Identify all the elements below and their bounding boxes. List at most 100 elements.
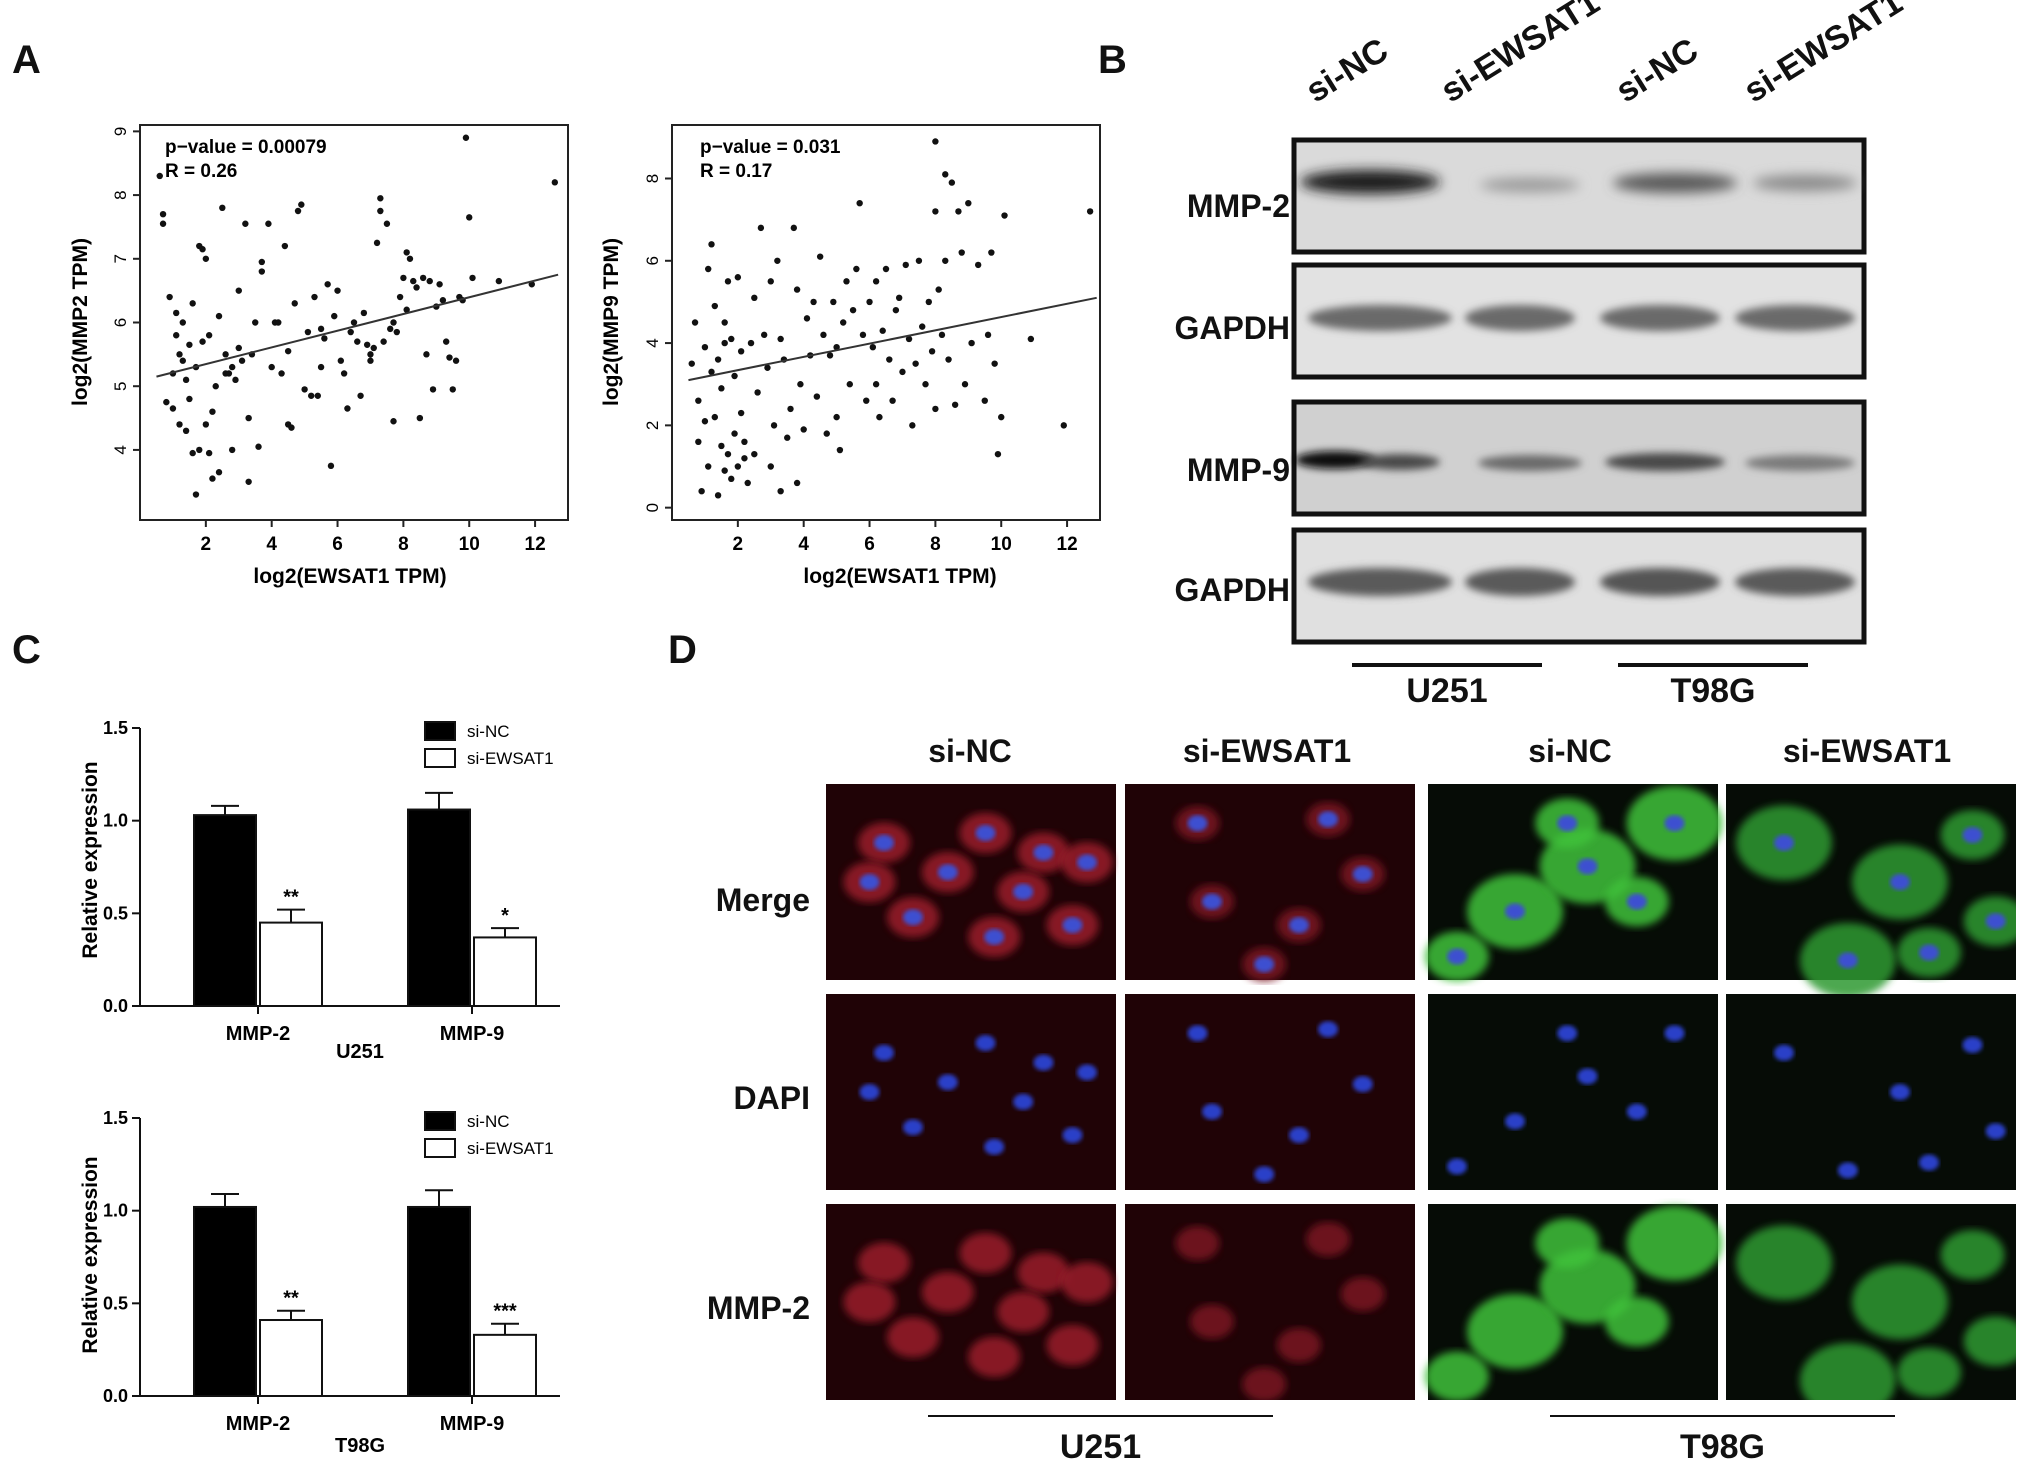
scatter-point — [370, 344, 377, 352]
blot-row-label-gapdh-2: GAPDH — [1174, 572, 1290, 608]
nucleus — [1664, 815, 1685, 832]
scatter-point — [1060, 422, 1067, 429]
scatter-point — [984, 331, 992, 339]
blot-gapdh-1 — [1291, 262, 1867, 380]
nucleus — [1557, 815, 1578, 832]
bar — [193, 814, 257, 1007]
scatter-point — [347, 328, 354, 336]
scatter-point — [737, 348, 745, 355]
micro-cells — [826, 784, 2016, 1400]
scatter-point — [390, 418, 397, 425]
scatter-point — [159, 210, 167, 218]
nucleus — [1626, 893, 1647, 910]
scatter-point — [958, 249, 965, 256]
scatter-point — [423, 351, 430, 358]
scatter-point — [278, 370, 285, 377]
scatter-point — [866, 298, 873, 306]
scatter-point — [731, 430, 738, 437]
x-tick-label: 10 — [991, 534, 1012, 555]
nucleus — [937, 1074, 958, 1091]
scatter-point — [452, 357, 460, 364]
scatter-point — [215, 469, 223, 476]
scatter-point — [294, 207, 302, 215]
scatter-point — [331, 312, 338, 320]
scatter-point — [915, 257, 923, 264]
nucleus — [903, 909, 923, 926]
nucleus — [1289, 1127, 1309, 1144]
scatter-point — [899, 368, 906, 376]
scatter-point — [163, 398, 170, 406]
lane-label-2: si-EWSAT1 — [1434, 0, 1607, 111]
group-label-t98g: T98G — [1670, 672, 1756, 710]
nucleus — [1774, 834, 1794, 851]
scatter-point — [912, 360, 919, 367]
scatter-point — [235, 287, 242, 294]
x-tick-label: 12 — [1057, 534, 1078, 555]
scatter-point — [714, 356, 722, 363]
blot-mmp9 — [1291, 399, 1867, 517]
scatter-point — [909, 422, 916, 429]
nucleus — [975, 1035, 996, 1051]
scatter-point — [413, 284, 420, 291]
scatter-point — [176, 421, 183, 428]
scatter-point — [698, 487, 705, 495]
micro-image — [1425, 784, 1723, 982]
scatter-point — [377, 195, 384, 202]
x-tick-label: 2 — [201, 534, 212, 555]
col-header-3: si-NC — [1528, 733, 1612, 769]
scatter-point — [724, 450, 732, 458]
cell-body — [1467, 1293, 1563, 1369]
scatter-point — [403, 306, 410, 313]
scatter-point — [872, 381, 880, 388]
nucleus — [1202, 1103, 1222, 1120]
scatter-point — [209, 408, 216, 415]
cell-body — [1852, 1264, 1948, 1340]
scatter-point — [179, 319, 186, 326]
y-tick-label: 8 — [111, 190, 130, 199]
scatter-point — [813, 393, 821, 400]
scatter-point — [843, 278, 850, 285]
bar — [473, 1333, 537, 1397]
regression-line — [156, 273, 559, 378]
group-line-t98g-d — [1550, 1415, 1895, 1417]
y-axis-label: log2(MMP9 TPM) — [600, 238, 623, 406]
scatter-point — [886, 356, 893, 363]
row-label-mmp2: MMP-2 — [706, 1290, 810, 1326]
scatter-point — [981, 397, 988, 404]
scatter-point — [767, 278, 774, 285]
y-tick-label: 8 — [643, 174, 662, 183]
x-tick-label: 4 — [266, 534, 277, 555]
x-tick-label: 6 — [864, 534, 875, 555]
y-axis-label: log2(MMP2 TPM) — [69, 238, 92, 406]
scatter-point — [410, 277, 417, 285]
scatter-point — [737, 409, 745, 417]
scatter-point — [182, 376, 190, 384]
scatter-point — [863, 397, 870, 404]
scatter-point — [955, 208, 962, 215]
scatter-point — [846, 381, 853, 388]
cell-body — [1940, 1230, 2005, 1280]
p-value-annotation: p−value = 0.031 — [700, 137, 841, 158]
micro-background — [1428, 994, 1718, 1190]
scatter-point — [317, 325, 325, 333]
cell-body — [1242, 1367, 1287, 1400]
scatter-point — [724, 278, 732, 285]
legend-label: si-NC — [467, 1112, 510, 1131]
x-tick-label: 8 — [398, 534, 409, 555]
legend-swatch — [424, 748, 456, 768]
nucleus — [1985, 1123, 2006, 1140]
significance-label: ** — [283, 887, 299, 909]
scatter-point — [718, 385, 725, 392]
scatter-point — [179, 357, 186, 364]
scatter-point — [383, 220, 391, 227]
cell-body — [997, 1291, 1050, 1333]
nucleus — [1202, 893, 1222, 910]
scatter-point — [797, 381, 804, 388]
group-line-u251-d — [928, 1415, 1273, 1417]
scatter-point — [173, 309, 180, 317]
nucleus — [1447, 1158, 1467, 1175]
micro-image — [1726, 1204, 2016, 1400]
scatter-point — [902, 261, 909, 269]
cell-body — [1175, 1226, 1220, 1261]
scatter-point — [182, 427, 190, 435]
